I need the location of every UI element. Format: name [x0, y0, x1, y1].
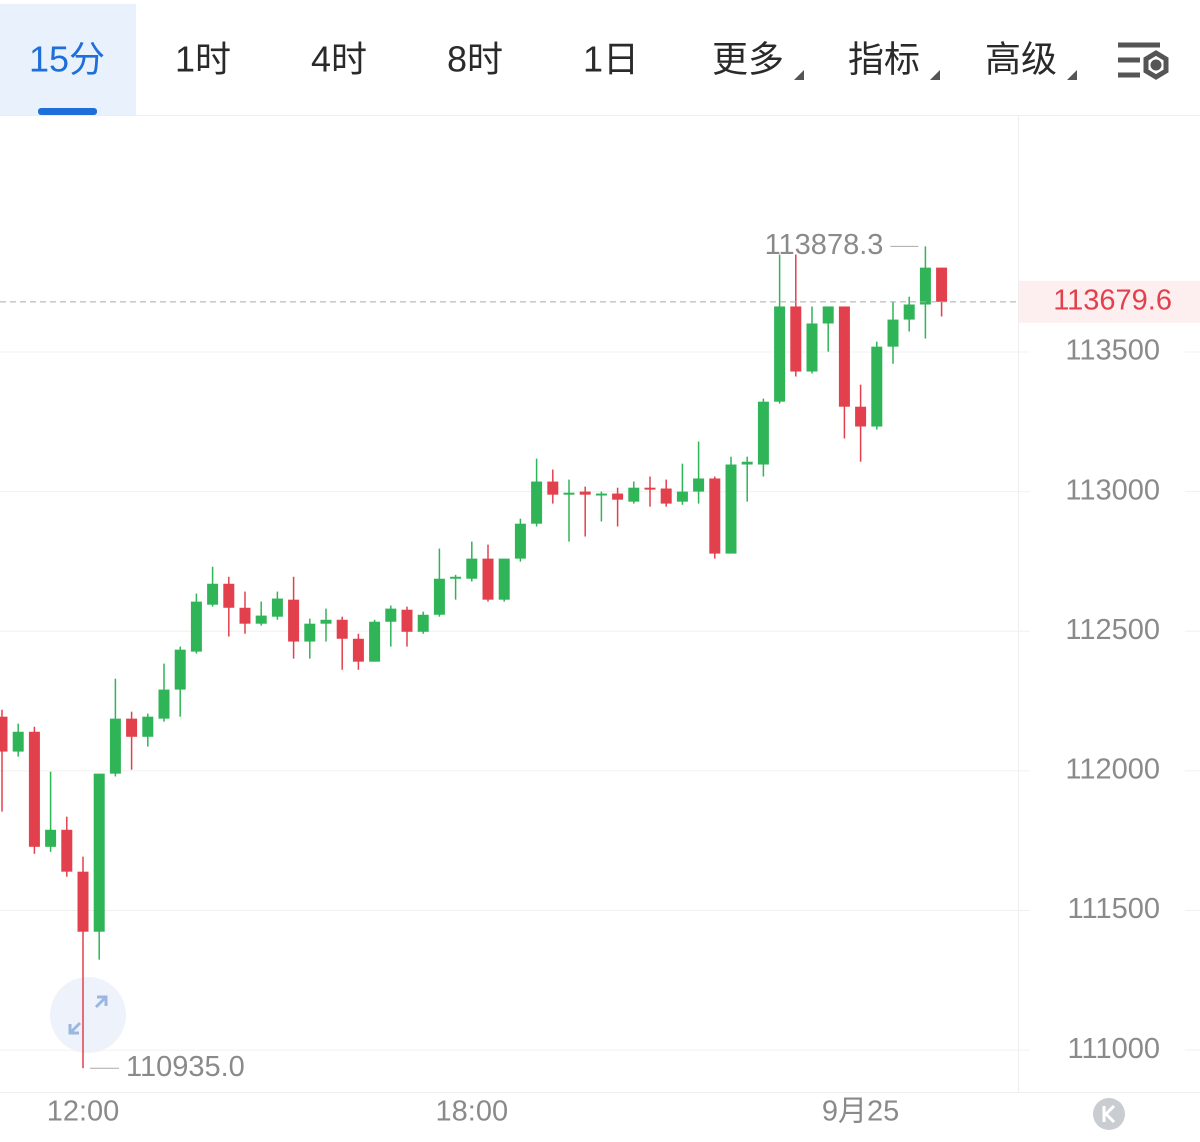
candle-body: [693, 478, 705, 492]
tab[interactable]: 15分: [29, 39, 105, 80]
candle-body: [774, 306, 786, 402]
candle-body: [385, 608, 397, 622]
candle-body: [28, 731, 40, 847]
tab[interactable]: 1日: [583, 39, 639, 80]
candle-body: [12, 731, 24, 752]
candle-body: [61, 829, 73, 872]
candle-body: [725, 464, 737, 554]
candle-body: [790, 306, 802, 372]
candle-body: [320, 619, 332, 624]
candle-body: [369, 621, 381, 662]
tab[interactable]: 更多: [712, 39, 784, 80]
y-tick-label: 111000: [1068, 1033, 1160, 1065]
candle-body: [936, 267, 948, 302]
tab[interactable]: 高级: [985, 39, 1057, 80]
candle-body: [190, 601, 202, 652]
y-tick-label: 113000: [1065, 474, 1160, 506]
last-price-label: 113679.6: [1053, 284, 1172, 316]
tab[interactable]: 1时: [175, 39, 231, 80]
k-glyph: [1102, 1104, 1116, 1124]
y-tick-label: 112500: [1065, 614, 1160, 646]
dropdown-caret: [1067, 70, 1077, 80]
candle-body: [919, 267, 931, 305]
tab[interactable]: 4时: [311, 39, 367, 80]
candle-body: [142, 716, 154, 737]
expand-button[interactable]: [50, 977, 126, 1053]
high-label: 113878.3: [765, 229, 884, 261]
candle-body: [239, 607, 251, 624]
candle-body: [595, 493, 607, 496]
icon-hex: [1143, 50, 1169, 80]
candle-body: [450, 576, 462, 579]
x-tick-label: 9月25: [822, 1096, 899, 1128]
expand-bg: [50, 977, 126, 1053]
candle-body: [660, 488, 672, 504]
candle-body: [207, 583, 219, 605]
candle-body: [563, 492, 575, 495]
candle-body: [158, 689, 170, 719]
candle-body: [498, 558, 510, 600]
y-tick-label: 112000: [1065, 754, 1160, 786]
tab[interactable]: 8时: [447, 39, 503, 80]
candle-body: [433, 578, 445, 615]
y-tick-label: 111500: [1068, 893, 1160, 925]
candle-body: [676, 491, 688, 502]
candle-body: [223, 583, 235, 608]
candle-body: [304, 623, 316, 642]
icon-dot: [1150, 59, 1162, 71]
candle-body: [401, 609, 413, 632]
candle-body: [822, 306, 834, 324]
candle-body: [757, 401, 769, 465]
candle-body: [531, 481, 543, 524]
x-tick-label: 12:00: [47, 1096, 120, 1128]
candle-body: [255, 615, 267, 624]
candle-body: [855, 406, 867, 427]
candle-body: [271, 598, 283, 617]
candle-body: [741, 461, 753, 465]
candle-body: [109, 718, 121, 774]
candle-body: [45, 829, 57, 847]
candle-body: [77, 871, 89, 932]
dropdown-caret: [930, 70, 940, 80]
candle-body: [417, 614, 429, 632]
candle-body: [352, 638, 364, 662]
candle-body: [126, 718, 138, 737]
candle-body: [174, 649, 186, 690]
candle-body: [709, 478, 721, 554]
dropdown-caret: [794, 70, 804, 80]
selected-tab-indicator: [38, 108, 97, 115]
last-price-bg: [1019, 280, 1200, 323]
k-bg: [1093, 1098, 1125, 1130]
k-button[interactable]: [1093, 1098, 1125, 1130]
settings-icon[interactable]: [1118, 42, 1169, 80]
candle-body: [0, 716, 8, 752]
expand-arrows: [68, 995, 108, 1035]
x-tick-label: 18:00: [436, 1096, 509, 1128]
candle-body: [514, 523, 526, 559]
candle-body: [644, 487, 656, 490]
candle-body: [579, 491, 591, 495]
candle-body: [466, 558, 478, 579]
candle-body: [547, 481, 559, 495]
selected-tab-bg: [0, 4, 136, 115]
candle-body: [871, 346, 883, 427]
candle-body: [336, 619, 348, 639]
candle-body: [288, 599, 300, 642]
candle-body: [838, 306, 850, 407]
low-label: 110935.0: [126, 1051, 245, 1083]
candle-body: [482, 558, 494, 600]
y-tick-label: 113500: [1065, 335, 1160, 367]
candle-body: [806, 323, 818, 372]
candle-body: [93, 773, 105, 932]
candle-body: [628, 487, 640, 502]
candle-body: [887, 319, 899, 347]
candle-body: [903, 304, 915, 320]
tab[interactable]: 指标: [848, 39, 920, 80]
candle-body: [612, 493, 624, 500]
